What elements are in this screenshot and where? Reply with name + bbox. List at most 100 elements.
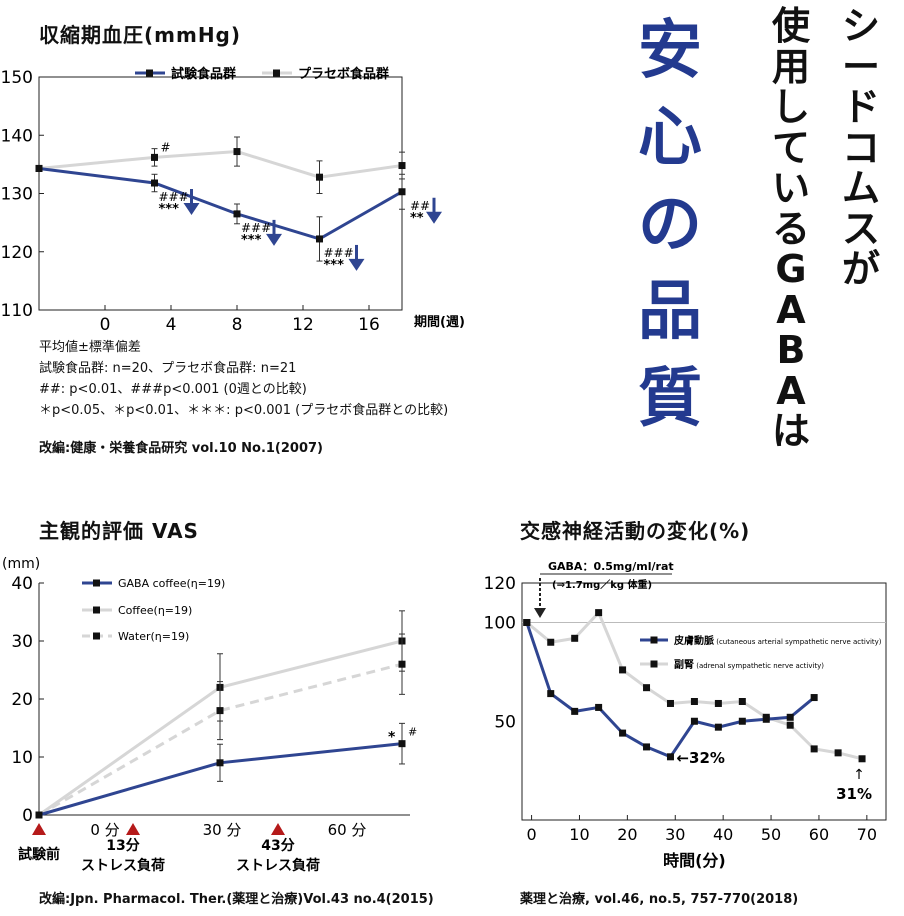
- legend-marker: [146, 69, 153, 77]
- y-tick-label: 10: [11, 748, 33, 768]
- significance-mark: #: [408, 726, 417, 739]
- headline-big: 安心の品質: [638, 8, 702, 443]
- data-point: [398, 740, 406, 748]
- x-tick-label: 20: [617, 825, 637, 844]
- down-arrow-icon: [426, 211, 442, 224]
- data-point: [233, 148, 241, 156]
- y-tick-label: 40: [11, 574, 33, 594]
- data-point: [398, 660, 406, 668]
- headline-char: ス: [842, 206, 881, 251]
- data-point: [786, 713, 794, 721]
- data-point: [762, 715, 770, 723]
- significance-mark: #: [161, 140, 171, 154]
- marker-label: ストレス負荷: [236, 857, 320, 874]
- legend-marker: [93, 579, 100, 587]
- data-point: [714, 723, 722, 731]
- data-point: [810, 745, 818, 753]
- headline-char: ム: [842, 166, 881, 210]
- stress-marker-icon: [271, 823, 285, 835]
- headline-char: る: [772, 206, 811, 251]
- legend-marker: [93, 606, 100, 614]
- data-point: [619, 666, 627, 674]
- headline-char: 品: [638, 275, 702, 349]
- data-point: [619, 729, 627, 737]
- x-axis-label: 時間(分): [663, 851, 726, 870]
- data-point: [643, 684, 651, 692]
- headline-char: が: [842, 247, 881, 291]
- headline-char: し: [772, 85, 811, 129]
- data-point: [547, 690, 555, 698]
- chart3-source: 薬理と治療, vol.46, no.5, 757-770(2018): [520, 892, 799, 907]
- data-point: [35, 811, 43, 819]
- data-point: [595, 703, 603, 711]
- legend-marker: [650, 636, 658, 644]
- chart2-title: 主観的評価 VAS: [39, 519, 199, 543]
- plot-frame: [38, 76, 403, 311]
- chart2-source: 改編:Jpn. Pharmacol. Ther.(薬理と治療)Vol.43 no…: [39, 892, 434, 907]
- data-point: [151, 153, 158, 161]
- data-point: [216, 759, 224, 767]
- headline-char: 質: [638, 362, 702, 436]
- headline-char: B: [776, 328, 806, 372]
- series-line: [525, 609, 863, 761]
- y-tick-label: 120: [484, 574, 516, 594]
- x-tick-label: 4: [166, 315, 177, 335]
- headline-char: 使: [772, 4, 811, 48]
- data-point: [738, 698, 746, 705]
- data-point: [738, 717, 746, 725]
- y-tick-label: 110: [1, 301, 33, 321]
- data-point: [316, 173, 323, 181]
- headline-char: A: [776, 287, 806, 332]
- min-label: 31%: [836, 785, 872, 803]
- headline-col1: シードコムスが: [842, 6, 880, 290]
- x-tick-label: 10: [569, 825, 589, 844]
- headline-char: い: [772, 166, 811, 210]
- significance-mark: ###: [241, 221, 271, 235]
- data-point: [595, 609, 603, 617]
- significance-mark: ##: [410, 199, 430, 213]
- legend-sublabel: (adrenal sympathetic nerve activity): [694, 662, 824, 670]
- legend-label: Coffee(η=19): [118, 604, 192, 617]
- legend-label: プラセボ食品群: [298, 66, 389, 82]
- stress-marker-icon: [32, 823, 46, 835]
- headline-char: 安: [638, 14, 702, 88]
- significance-mark: ###: [324, 246, 354, 260]
- legend-sublabel: (cutaneous arterial sympathetic nerve ac…: [714, 638, 882, 646]
- marker-label: ストレス負荷: [81, 857, 165, 874]
- legend-marker: [273, 69, 280, 77]
- x-tick-label: 30 分: [203, 821, 242, 839]
- data-point: [690, 698, 698, 705]
- significance-mark: ***: [241, 233, 262, 248]
- x-tick-label: 12: [292, 315, 314, 335]
- data-point: [547, 638, 555, 646]
- headline-char: A: [776, 368, 806, 413]
- x-tick-label: 16: [358, 315, 380, 335]
- down-arrow-icon: [183, 203, 200, 216]
- x-tick-label: 60 分: [328, 821, 367, 839]
- x-tick-label: 50: [761, 825, 781, 844]
- x-axis-label: 期間(週): [414, 315, 465, 330]
- data-point: [398, 162, 406, 170]
- series-line: [38, 662, 403, 817]
- y-tick-label: 30: [11, 632, 33, 652]
- headline-char: ド: [842, 85, 881, 129]
- y-axis-label: (mm): [2, 556, 40, 572]
- headline-char: は: [772, 409, 811, 453]
- y-tick-label: 100: [484, 614, 516, 634]
- y-tick-label: 0: [22, 806, 33, 826]
- data-point: [666, 699, 674, 707]
- headline-char: 用: [772, 44, 811, 89]
- chart1-notes: 平均値±標準偏差 試験食品群: n=20、プラセボ食品群: n=21 ##: p…: [39, 337, 448, 421]
- legend-label: 副腎 (adrenal sympathetic nerve activity): [674, 658, 824, 671]
- x-tick-label: 70: [857, 825, 877, 844]
- series-line-placebo: [38, 150, 403, 179]
- x-tick-label: 0: [526, 825, 536, 844]
- legend-label: 皮膚動脈 (cutaneous arterial sympathetic ner…: [673, 634, 882, 647]
- y-tick-label: 50: [494, 712, 516, 732]
- sympathetic-chart: 120 100 50 0 10 20 30 40 50 60 70 時間(分) GABA：0.5mg/m…: [484, 560, 887, 870]
- x-tick-label: 40: [713, 825, 733, 844]
- significance-mark: **: [410, 211, 424, 226]
- data-point: [858, 755, 866, 763]
